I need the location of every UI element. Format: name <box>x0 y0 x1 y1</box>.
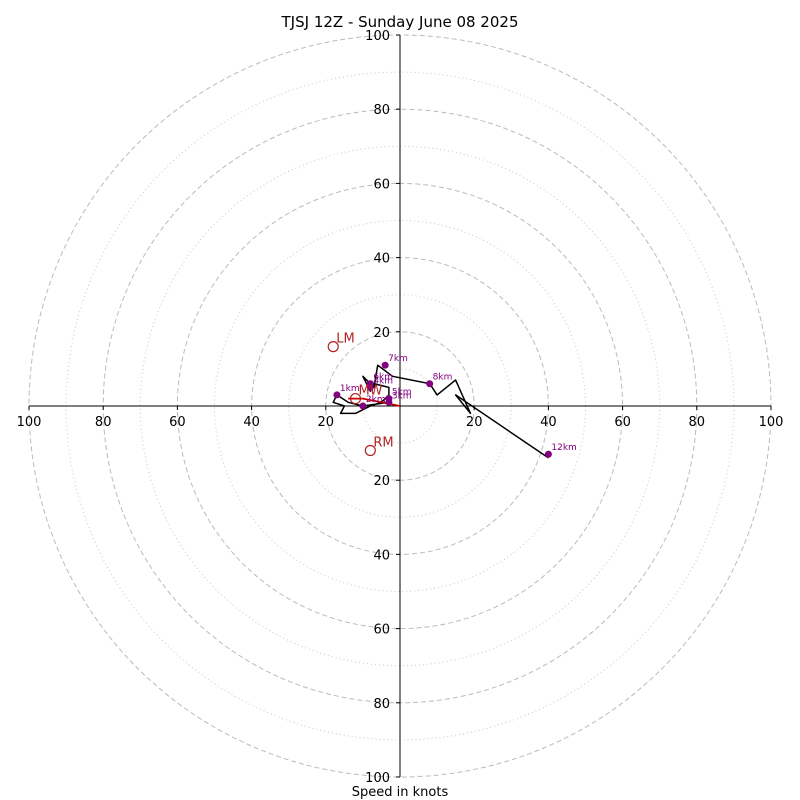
height-marker-label: 5km <box>392 388 412 398</box>
height-marker-point <box>381 361 389 369</box>
height-marker-label: 12km <box>551 443 576 453</box>
height-marker-label: 2km <box>366 395 386 405</box>
x-tick-label: 40 <box>243 415 260 430</box>
x-tick-label: 80 <box>689 415 706 430</box>
height-marker-label: 3km <box>392 391 412 401</box>
x-tick-label: 40 <box>540 415 557 430</box>
storm-motion-point <box>364 444 376 457</box>
y-tick-label: 60 <box>373 623 390 638</box>
storm-motion-label: MW <box>358 384 382 399</box>
storm-motion-lm: LM <box>327 332 355 353</box>
y-tick-label: 100 <box>365 29 390 44</box>
height-marker-label: 4km <box>373 376 393 386</box>
height-marker-7km: 7km <box>381 354 408 369</box>
height-marker-point <box>385 395 393 403</box>
y-tick-label: 40 <box>373 548 390 563</box>
x-tick-label: 80 <box>95 415 112 430</box>
height-marker-label: 7km <box>388 354 408 364</box>
height-marker-2km: 2km <box>359 395 386 410</box>
height-marker-label: 6km <box>373 373 393 383</box>
height-marker-point <box>333 391 341 399</box>
y-tick-label: 100 <box>365 771 390 786</box>
storm-motion-markers: LM RM MW <box>327 332 394 457</box>
storm-motion-mw: MW <box>349 384 383 405</box>
x-axis-label: Speed in knots <box>352 785 449 800</box>
x-tick-label: 20 <box>466 415 483 430</box>
height-markers: 1km 2km 3km 4km 5km 6km 7km 8km 12km <box>333 354 577 458</box>
height-marker-12km: 12km <box>544 443 577 458</box>
x-tick-label: 100 <box>759 415 784 430</box>
height-marker-point <box>359 402 367 410</box>
height-marker-label: 1km <box>340 384 360 394</box>
height-marker-6km: 6km <box>366 373 393 388</box>
chart-title: TJSJ 12Z - Sunday June 08 2025 <box>281 13 519 31</box>
x-tick-label: 60 <box>169 415 186 430</box>
height-marker-point <box>544 450 552 458</box>
tick-labels: 100 80 60 40 20 20 40 60 80 100 100 80 60 40 20 20 40 60 8… <box>17 29 784 786</box>
storm-motion-point <box>327 341 339 353</box>
y-tick-label: 40 <box>373 252 390 267</box>
height-marker-label: 8km <box>433 373 453 383</box>
hodograph-line <box>332 364 549 459</box>
y-tick-label: 80 <box>373 103 390 118</box>
storm-motion-point <box>349 392 362 405</box>
y-tick-label: 60 <box>373 177 390 192</box>
x-tick-label: 100 <box>17 415 42 430</box>
height-marker-1km: 1km <box>333 384 360 399</box>
height-marker-8km: 8km <box>426 373 452 388</box>
height-marker-point <box>366 380 374 388</box>
x-tick-label: 20 <box>318 415 335 430</box>
height-marker-point <box>426 380 434 388</box>
y-tick-label: 20 <box>373 474 390 489</box>
x-tick-label: 60 <box>614 415 631 430</box>
y-tick-label: 80 <box>373 697 390 712</box>
storm-motion-rm: RM <box>364 436 394 457</box>
height-marker-5km: 5km <box>385 388 412 403</box>
storm-motion-label: RM <box>373 436 393 451</box>
storm-motion-label: LM <box>336 332 354 347</box>
y-tick-label: 20 <box>373 326 390 341</box>
